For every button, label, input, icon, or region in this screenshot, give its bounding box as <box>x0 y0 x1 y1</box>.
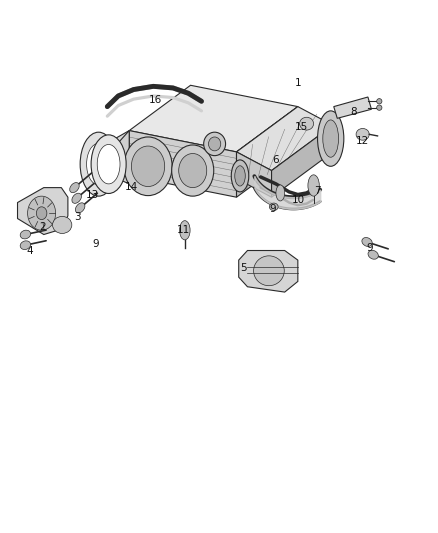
Ellipse shape <box>323 120 339 157</box>
Ellipse shape <box>368 251 378 259</box>
Ellipse shape <box>308 175 319 196</box>
Ellipse shape <box>172 145 214 196</box>
Ellipse shape <box>113 149 122 160</box>
Ellipse shape <box>131 146 165 187</box>
Ellipse shape <box>97 144 120 184</box>
Polygon shape <box>96 131 129 193</box>
Polygon shape <box>237 107 333 171</box>
Ellipse shape <box>20 230 31 239</box>
Text: 2: 2 <box>39 222 46 231</box>
Text: 14: 14 <box>125 182 138 191</box>
Text: 4: 4 <box>26 246 33 255</box>
Ellipse shape <box>87 143 110 185</box>
Ellipse shape <box>356 128 369 140</box>
Polygon shape <box>272 125 333 197</box>
Ellipse shape <box>204 132 226 156</box>
Ellipse shape <box>75 203 85 213</box>
Ellipse shape <box>80 132 117 196</box>
Text: 1: 1 <box>294 78 301 87</box>
Ellipse shape <box>124 137 172 196</box>
Polygon shape <box>109 131 129 184</box>
Ellipse shape <box>377 105 382 110</box>
Ellipse shape <box>53 216 72 233</box>
Ellipse shape <box>113 168 122 179</box>
Ellipse shape <box>362 238 372 246</box>
Polygon shape <box>129 131 237 197</box>
Polygon shape <box>129 85 298 152</box>
Text: 5: 5 <box>240 263 247 272</box>
Ellipse shape <box>276 185 285 201</box>
Ellipse shape <box>28 196 56 230</box>
Ellipse shape <box>72 193 81 204</box>
Ellipse shape <box>91 135 126 193</box>
Polygon shape <box>239 251 298 292</box>
Text: 10: 10 <box>292 195 305 205</box>
Ellipse shape <box>208 137 221 151</box>
Text: 15: 15 <box>295 122 308 132</box>
Ellipse shape <box>20 241 31 249</box>
Ellipse shape <box>179 154 207 188</box>
Text: 9: 9 <box>92 239 99 248</box>
Text: 3: 3 <box>74 213 81 222</box>
Text: 9: 9 <box>367 244 374 253</box>
Ellipse shape <box>318 111 344 166</box>
Polygon shape <box>18 188 68 235</box>
Text: 7: 7 <box>314 186 321 196</box>
Polygon shape <box>237 152 272 197</box>
Ellipse shape <box>180 221 190 240</box>
Ellipse shape <box>36 207 47 220</box>
Text: 16: 16 <box>149 95 162 105</box>
Ellipse shape <box>377 99 382 104</box>
Ellipse shape <box>231 160 249 192</box>
Ellipse shape <box>269 203 278 211</box>
Text: 13: 13 <box>86 190 99 199</box>
Text: 8: 8 <box>350 107 357 117</box>
Ellipse shape <box>235 166 245 186</box>
Text: 9: 9 <box>269 204 276 214</box>
Text: 11: 11 <box>177 225 190 235</box>
Polygon shape <box>334 97 371 118</box>
Text: 12: 12 <box>356 136 369 146</box>
Ellipse shape <box>300 117 314 130</box>
Polygon shape <box>237 107 298 197</box>
Text: 6: 6 <box>272 155 279 165</box>
Ellipse shape <box>254 256 284 286</box>
Ellipse shape <box>70 182 79 193</box>
